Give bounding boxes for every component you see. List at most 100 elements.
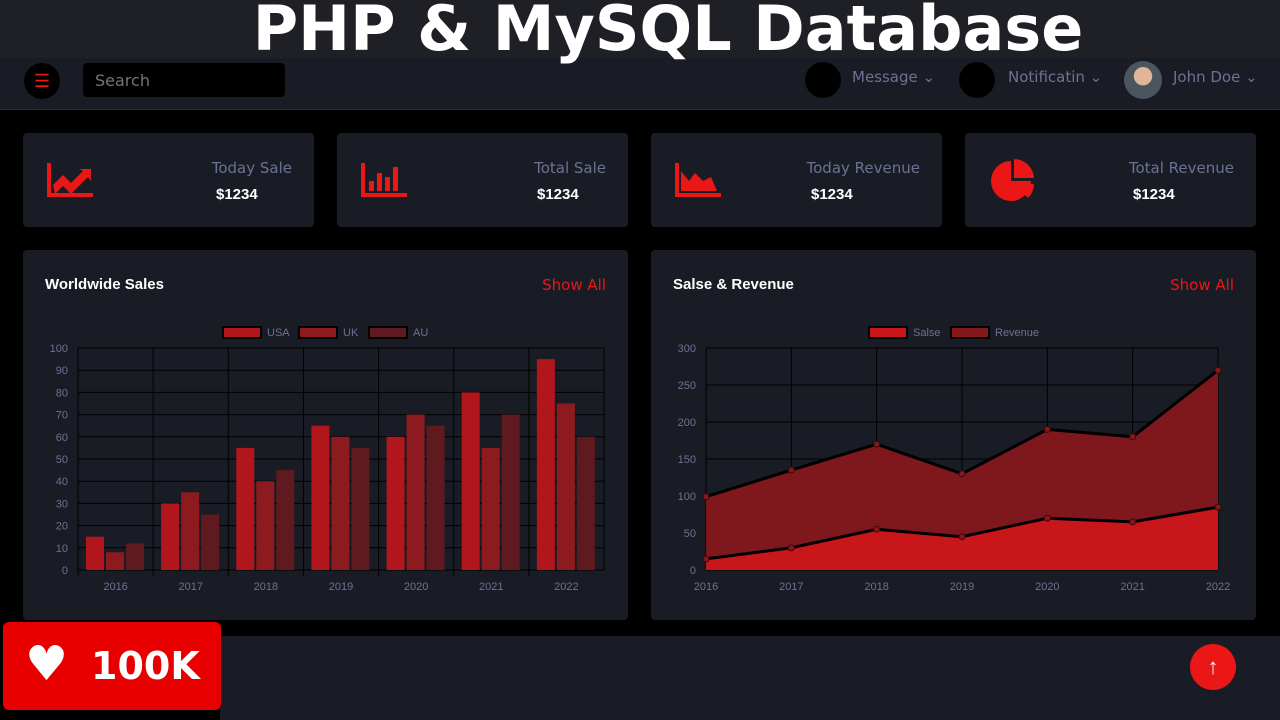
point-salse: [787, 544, 795, 552]
x-tick-label: 2019: [950, 581, 974, 593]
bar-au: [576, 436, 595, 570]
y-tick-label: 100: [50, 343, 68, 355]
y-tick-label: 10: [56, 543, 68, 555]
x-tick-label: 2019: [329, 581, 353, 593]
bar-usa: [86, 536, 104, 570]
bar-usa: [161, 503, 180, 570]
bar-au: [426, 425, 445, 570]
legend-swatch: [368, 326, 408, 339]
overlay-title: PHP & MySQL Database: [252, 0, 1084, 65]
point-revenue: [958, 470, 966, 478]
search-input[interactable]: [83, 63, 285, 97]
x-tick-label: 2016: [103, 581, 127, 593]
bell-icon[interactable]: [959, 62, 995, 98]
bar-usa: [311, 425, 330, 570]
stat-value: $1234: [1133, 186, 1175, 203]
y-tick-label: 40: [56, 476, 68, 488]
bar-au: [351, 447, 370, 570]
legend-swatch: [868, 326, 908, 339]
bar-au: [501, 414, 520, 570]
stat-label: Total Sale: [534, 159, 606, 177]
legend-label: Salse: [913, 327, 941, 339]
point-salse: [1043, 514, 1051, 522]
footer-area: [220, 636, 1280, 720]
likes-count: 100K: [91, 644, 200, 688]
chart-line-icon: [47, 163, 93, 197]
y-tick-label: 70: [56, 410, 68, 422]
x-tick-label: 2016: [694, 581, 718, 593]
panel-title: Salse & Revenue: [673, 276, 794, 293]
message-dropdown[interactable]: Message ⌄: [852, 68, 936, 86]
chart-bar-icon: [361, 163, 407, 197]
likes-badge: ♥ 100K: [3, 622, 221, 710]
sales-revenue-panel: Salse & Revenue Show All 0 50 100 150 200 250…: [651, 250, 1256, 620]
bar-usa: [386, 436, 405, 570]
point-revenue: [1043, 425, 1051, 433]
user-dropdown[interactable]: John Doe ⌄: [1173, 68, 1258, 86]
stat-value: $1234: [811, 186, 853, 203]
bar-uk: [406, 414, 425, 570]
stat-card-today-revenue: Today Revenue $1234: [651, 133, 942, 227]
point-revenue: [873, 440, 881, 448]
y-tick-label: 200: [678, 417, 696, 429]
point-revenue: [1129, 433, 1137, 441]
x-tick-label: 2017: [779, 581, 803, 593]
stat-value: $1234: [537, 186, 579, 203]
point-salse: [873, 525, 881, 533]
y-tick-label: 80: [56, 387, 68, 399]
chart-pie-icon: [991, 159, 1034, 201]
show-all-link[interactable]: Show All: [1170, 276, 1234, 294]
heart-icon: ♥: [25, 636, 69, 692]
bar-uk: [256, 481, 275, 570]
point-salse: [702, 555, 710, 563]
x-tick-label: 2018: [254, 581, 278, 593]
x-tick-label: 2017: [178, 581, 202, 593]
stat-value: $1234: [216, 186, 258, 203]
bar-usa: [236, 447, 255, 570]
bar-chart: 0 10 20 30 40 50 60 70 80 90 100 2016 2017 2018 2019 20…: [50, 326, 605, 593]
bar-au: [126, 543, 144, 570]
stat-card-total-sale: Total Sale $1234: [337, 133, 628, 227]
message-icon[interactable]: [805, 62, 841, 98]
avatar[interactable]: [1124, 61, 1162, 99]
bar-uk: [556, 403, 575, 570]
menu-toggle-button[interactable]: ☰: [24, 63, 60, 99]
message-label: Message: [852, 68, 918, 86]
area-chart: 0 50 100 150 200 250 300 2016 2017 2018 2019 2020 20…: [678, 326, 1230, 593]
notification-label: Notificatin: [1008, 68, 1085, 86]
notification-dropdown[interactable]: Notificatin ⌄: [1008, 68, 1103, 86]
point-salse: [1214, 503, 1222, 511]
y-tick-label: 30: [56, 498, 68, 510]
y-tick-label: 250: [678, 380, 696, 392]
x-tick-label: 2018: [864, 581, 888, 593]
y-tick-label: 20: [56, 521, 68, 533]
stat-card-total-revenue: Total Revenue $1234: [965, 133, 1256, 227]
back-to-top-button[interactable]: ↑: [1190, 644, 1236, 690]
point-revenue: [1214, 366, 1222, 374]
y-tick-label: 300: [678, 343, 696, 355]
y-tick-label: 100: [678, 491, 696, 503]
point-revenue: [702, 493, 710, 501]
bar-au: [201, 514, 220, 570]
stat-label: Total Revenue: [1128, 159, 1234, 177]
bar-uk: [106, 552, 124, 570]
y-tick-label: 90: [56, 365, 68, 377]
legend-label: AU: [413, 327, 428, 339]
legend-label: UK: [343, 327, 359, 339]
y-tick-label: 50: [56, 454, 68, 466]
show-all-link[interactable]: Show All: [542, 276, 606, 294]
point-salse: [958, 533, 966, 541]
chart-area-icon: [675, 163, 721, 197]
x-tick-label: 2022: [1206, 581, 1230, 593]
worldwide-sales-panel: Worldwide Sales Show All 0 10 20 30 40 50 60 70…: [23, 250, 628, 620]
legend-swatch: [950, 326, 990, 339]
legend-label: Revenue: [995, 327, 1039, 339]
stat-label: Today Sale: [211, 159, 292, 177]
bar-au: [276, 470, 295, 570]
bar-usa: [536, 359, 555, 570]
legend-swatch: [298, 326, 338, 339]
x-tick-label: 2021: [479, 581, 503, 593]
bar-usa: [461, 392, 480, 570]
y-tick-label: 0: [62, 565, 68, 577]
y-tick-label: 60: [56, 432, 68, 444]
